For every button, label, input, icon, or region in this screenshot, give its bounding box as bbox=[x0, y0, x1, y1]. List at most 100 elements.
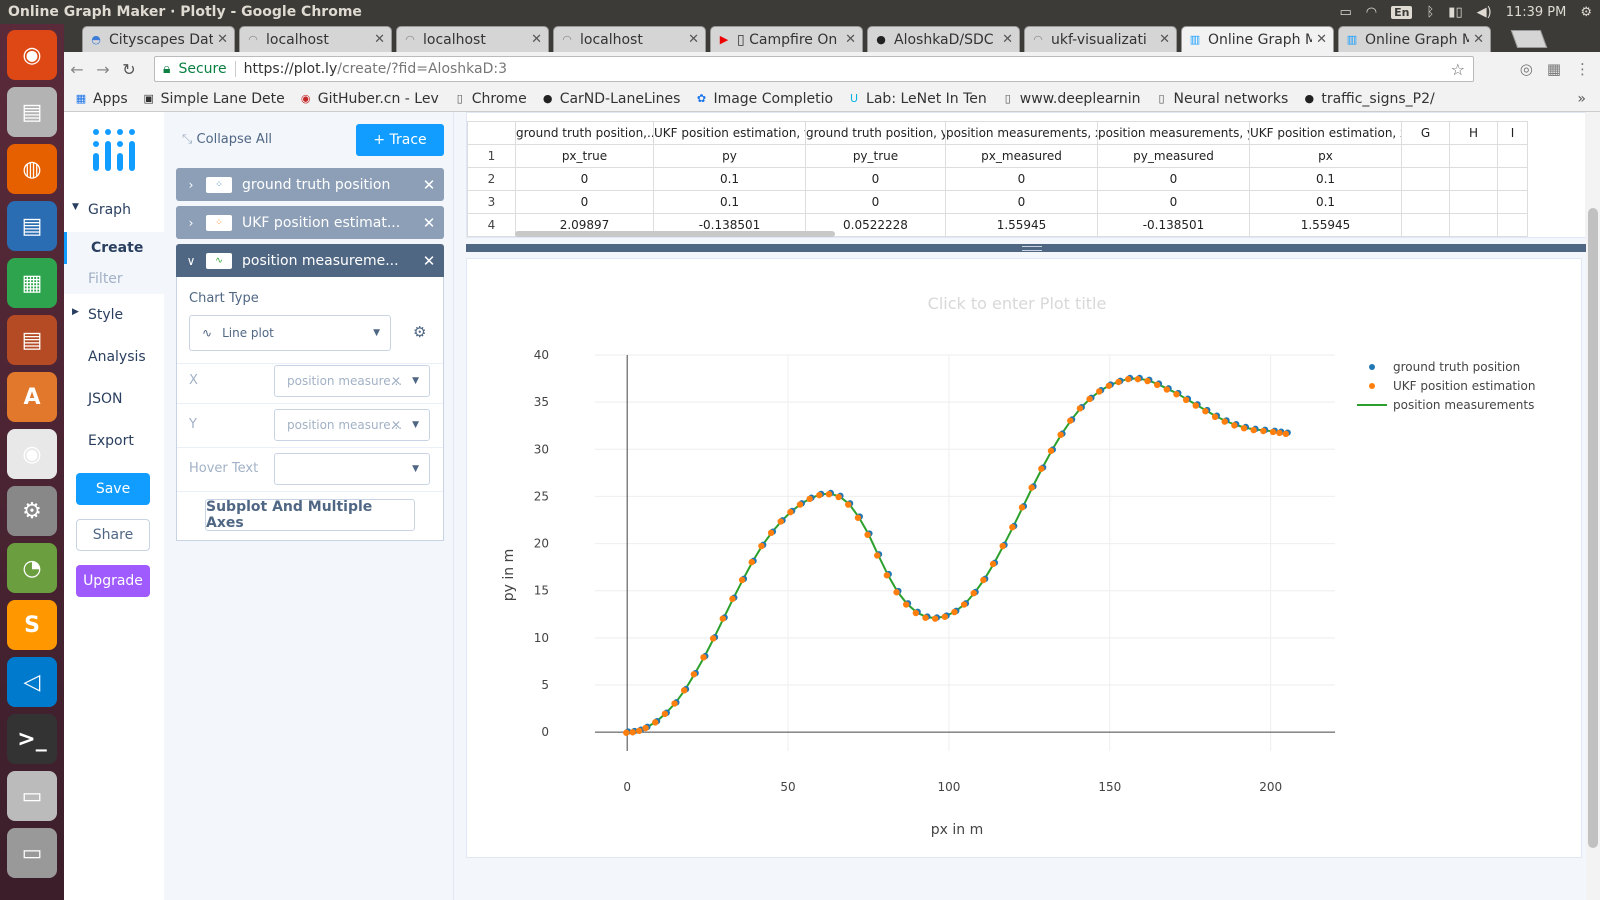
power-icon[interactable]: ⚙ bbox=[1580, 4, 1592, 20]
data-point[interactable] bbox=[709, 635, 717, 642]
row-number[interactable]: 1 bbox=[467, 144, 516, 168]
close-tab-icon[interactable]: ✕ bbox=[845, 32, 856, 47]
data-point[interactable] bbox=[1231, 422, 1238, 429]
bookmark-item[interactable]: ▯ Chrome bbox=[453, 91, 527, 107]
data-point[interactable] bbox=[864, 531, 871, 538]
legend-label[interactable]: ground truth position bbox=[1393, 360, 1520, 374]
bookmark-star-icon[interactable]: ☆ bbox=[1450, 59, 1465, 79]
grid-cell[interactable] bbox=[1497, 167, 1528, 191]
grid-cell[interactable] bbox=[1497, 213, 1528, 237]
browser-tab[interactable]: ▥ Online Graph M ✕ bbox=[1338, 26, 1491, 52]
page-scrollbar[interactable] bbox=[1586, 112, 1600, 900]
grid-cell[interactable]: 0 bbox=[805, 167, 946, 191]
grid-cell[interactable] bbox=[1401, 213, 1450, 237]
data-point[interactable] bbox=[661, 710, 669, 718]
y-axis-title[interactable]: py in m bbox=[501, 549, 517, 601]
legend[interactable]: ground truth position UKF position estima… bbox=[1357, 360, 1535, 412]
plotly-logo[interactable] bbox=[90, 126, 138, 174]
data-point[interactable] bbox=[1124, 375, 1132, 383]
volume-icon[interactable]: ◀) bbox=[1476, 4, 1492, 20]
browser-tab[interactable]: ▥ Online Graph M ✕ bbox=[1181, 26, 1334, 52]
data-point[interactable] bbox=[1276, 429, 1283, 437]
grid-cell[interactable]: 0.1 bbox=[1249, 190, 1402, 214]
data-point[interactable] bbox=[1250, 426, 1257, 434]
bookmark-item[interactable]: ▯ Neural networks bbox=[1155, 91, 1289, 107]
grid-cell[interactable] bbox=[1449, 144, 1498, 168]
bookmark-item[interactable]: ◉ GitHuber.cn - Lev bbox=[299, 91, 439, 107]
page-scrollbar-thumb[interactable] bbox=[1588, 208, 1598, 848]
series-line-position-measurements[interactable] bbox=[627, 377, 1287, 734]
calc-icon[interactable]: ▦ bbox=[7, 258, 57, 308]
data-point[interactable] bbox=[999, 542, 1006, 550]
subplot-multiple-axes-button[interactable]: Subplot And Multiple Axes bbox=[205, 499, 415, 531]
data-point[interactable] bbox=[1105, 382, 1113, 389]
close-tab-icon[interactable]: ✕ bbox=[531, 32, 542, 47]
data-point[interactable] bbox=[787, 508, 794, 516]
x-select[interactable]: position measure... ✕ ▼ bbox=[274, 365, 430, 397]
data-point[interactable] bbox=[854, 514, 862, 521]
column-header[interactable]: I bbox=[1497, 121, 1528, 145]
bookmark-item[interactable]: ▣ Simple Lane Dete bbox=[142, 91, 284, 107]
firefox-icon[interactable]: ◍ bbox=[7, 144, 57, 194]
column-header[interactable]: position measurements, y bbox=[1097, 121, 1250, 145]
grid-cell[interactable]: 0.1 bbox=[653, 167, 806, 191]
save-button[interactable]: Save bbox=[76, 473, 150, 505]
row-number[interactable]: 4 bbox=[467, 213, 516, 237]
files-icon[interactable]: ▤ bbox=[7, 87, 57, 137]
grid-cell[interactable]: 0 bbox=[945, 167, 1098, 191]
grid-cell[interactable]: 0.1 bbox=[1249, 167, 1402, 191]
add-trace-button[interactable]: + Trace bbox=[356, 124, 444, 156]
nav-analysis[interactable]: Analysis bbox=[88, 349, 146, 365]
grid-cell[interactable]: 0.1 bbox=[653, 190, 806, 214]
legend-marker[interactable] bbox=[1369, 364, 1375, 370]
bookmark-item[interactable]: ● CarND-LaneLines bbox=[541, 91, 681, 107]
close-tab-icon[interactable]: ✕ bbox=[217, 32, 228, 47]
bookmark-item[interactable]: U Lab: LeNet In Ten bbox=[847, 91, 987, 107]
row-number[interactable]: 2 bbox=[467, 167, 516, 191]
browser-tab[interactable]: ◠ localhost ✕ bbox=[239, 26, 392, 52]
data-point[interactable] bbox=[1067, 417, 1074, 424]
writer-icon[interactable]: ▤ bbox=[7, 201, 57, 251]
nav-json[interactable]: JSON bbox=[88, 391, 123, 407]
disk-usage-icon[interactable]: ◔ bbox=[7, 543, 57, 593]
chrome-icon[interactable]: ◉ bbox=[7, 429, 57, 479]
data-point[interactable] bbox=[1144, 377, 1151, 385]
data-point[interactable] bbox=[883, 572, 891, 579]
close-tab-icon[interactable]: ✕ bbox=[1473, 32, 1484, 47]
plot-title[interactable]: Click to enter Plot title bbox=[928, 294, 1107, 313]
chevron-right-icon[interactable]: › bbox=[188, 177, 194, 192]
data-point[interactable] bbox=[1134, 375, 1142, 383]
sublime-icon[interactable]: S bbox=[7, 600, 57, 650]
data-point[interactable] bbox=[1115, 378, 1122, 386]
display-icon[interactable]: ▭ bbox=[1339, 4, 1352, 20]
delete-trace-icon[interactable]: ✕ bbox=[422, 251, 436, 270]
data-point[interactable] bbox=[902, 601, 910, 608]
grid-cell[interactable]: px_measured bbox=[945, 144, 1098, 168]
reload-icon[interactable]: ↻ bbox=[122, 59, 136, 79]
data-point[interactable] bbox=[806, 495, 813, 503]
browser-tab[interactable]: ◠ ukf-visualizati ✕ bbox=[1024, 26, 1177, 52]
menu-icon[interactable]: ⋮ bbox=[1575, 60, 1590, 78]
data-point[interactable] bbox=[1202, 408, 1209, 415]
data-point[interactable] bbox=[1182, 396, 1190, 404]
nav-style[interactable]: ▶ Style bbox=[64, 307, 164, 323]
vscode-icon[interactable]: ◁ bbox=[7, 657, 57, 707]
grid-horizontal-scrollbar[interactable] bbox=[515, 231, 835, 237]
column-header[interactable]: ground truth position,... bbox=[515, 121, 654, 145]
grid-cell[interactable]: 0 bbox=[1097, 190, 1250, 214]
bookmark-item[interactable]: ✿ Image Completio bbox=[694, 91, 833, 107]
data-point[interactable] bbox=[1076, 405, 1084, 412]
clear-x-icon[interactable]: ✕ bbox=[390, 374, 401, 388]
back-icon[interactable]: ← bbox=[70, 59, 84, 79]
close-tab-icon[interactable]: ✕ bbox=[688, 32, 699, 47]
ubuntu-icon[interactable]: ◉ bbox=[7, 30, 57, 80]
browser-tab[interactable]: ◠ localhost ✕ bbox=[396, 26, 549, 52]
chart-type-select[interactable]: ∿ Line plot ▼ bbox=[189, 315, 391, 351]
forward-icon[interactable]: → bbox=[96, 59, 110, 79]
legend-label[interactable]: position measurements bbox=[1393, 398, 1534, 412]
column-header[interactable]: G bbox=[1401, 121, 1450, 145]
collapse-all-button[interactable]: ⤡ Collapse All bbox=[182, 132, 272, 147]
data-point[interactable] bbox=[1269, 428, 1277, 436]
grid-corner[interactable] bbox=[467, 121, 516, 145]
data-point[interactable] bbox=[796, 501, 804, 508]
